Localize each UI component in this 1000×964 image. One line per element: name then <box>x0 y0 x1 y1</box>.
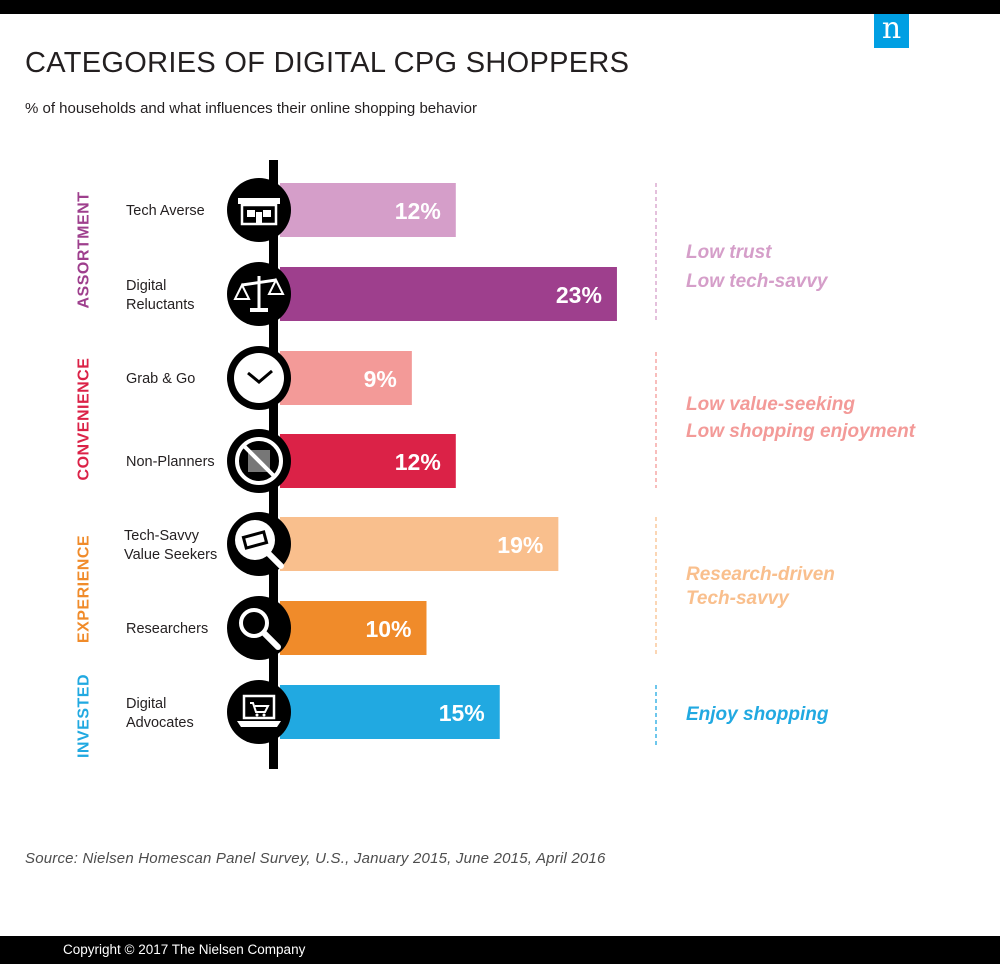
clock-icon <box>227 346 291 410</box>
category-label-2: Grab & Go <box>126 371 195 387</box>
category-label-6: Digital Advocates <box>126 696 194 731</box>
category-label-3: Non-Planners <box>126 454 215 470</box>
category-label-0: Tech Averse <box>126 203 205 219</box>
footer-bar: Copyright © 2017 The Nielsen Company <box>0 936 1000 964</box>
group-trait-1-0: Low value-seeking <box>686 394 855 415</box>
group-label-3: INVESTED <box>76 674 93 758</box>
bar-3 <box>280 434 456 488</box>
bar-value-label-1: 23% <box>556 282 602 308</box>
bar-value-label-6: 15% <box>439 700 485 726</box>
magnifier-icon <box>227 596 291 660</box>
laptop-cart-icon <box>227 680 291 744</box>
copyright: Copyright © 2017 The Nielsen Company <box>63 942 306 957</box>
bar-4 <box>280 517 559 571</box>
nielsen-logo: n <box>874 14 909 48</box>
category-label-5: Researchers <box>126 621 208 637</box>
bar-value-label-5: 10% <box>365 616 411 642</box>
chart-subtitle: % of households and what influences thei… <box>25 100 477 117</box>
scale-icon <box>227 262 291 326</box>
bar-value-label-3: 12% <box>395 449 441 475</box>
chart-title: CATEGORIES OF DIGITAL CPG SHOPPERS <box>25 47 630 79</box>
group-trait-0-1: Low tech-savvy <box>686 271 829 292</box>
bar-value-label-2: 9% <box>364 366 397 392</box>
source-note: Source: Nielsen Homescan Panel Survey, U… <box>25 850 606 867</box>
group-trait-1-1: Low shopping enjoyment <box>686 421 916 442</box>
bar-6 <box>280 685 500 739</box>
category-label-1: Digital Reluctants <box>126 278 195 313</box>
store-icon <box>227 178 291 242</box>
bar-value-label-0: 12% <box>395 198 441 224</box>
group-trait-2-0: Research-driven <box>686 564 835 585</box>
group-label-2: EXPERIENCE <box>76 535 93 643</box>
bar-2 <box>280 351 412 405</box>
bar-value-label-4: 19% <box>497 532 543 558</box>
bar-5 <box>280 601 427 655</box>
group-trait-3-0: Enjoy shopping <box>686 704 829 725</box>
bar-1 <box>280 267 617 321</box>
top-bar <box>0 0 1000 14</box>
group-trait-0-0: Low trust <box>686 242 772 263</box>
group-label-0: ASSORTMENT <box>76 192 93 309</box>
group-trait-2-1: Tech-savvy <box>686 588 790 609</box>
money-magnifier-icon <box>227 512 291 576</box>
no-calendar-icon <box>227 429 291 493</box>
group-label-1: CONVENIENCE <box>76 358 93 481</box>
category-label-4: Tech-Savvy Value Seekers <box>124 528 217 563</box>
bar-0 <box>280 183 456 237</box>
shopper-categories-chart: 12% 23% 9% 12% 19% 10% 15% Tech Averse Digital Re… <box>76 160 916 769</box>
